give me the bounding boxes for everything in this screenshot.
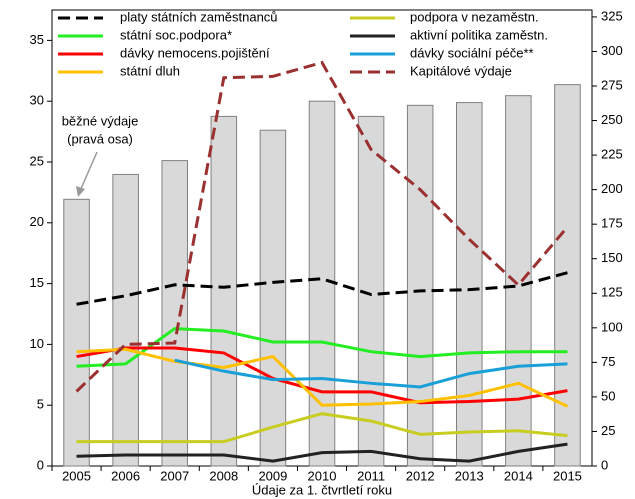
- bar: [210, 115, 238, 467]
- bar: [259, 129, 287, 467]
- y-tick-label: 30: [30, 93, 44, 108]
- legend-label: státní soc.podpora*: [120, 27, 232, 42]
- y2-tick-label: 175: [601, 216, 623, 231]
- x-tick-label: 2007: [160, 468, 189, 483]
- x-tick-label: 2013: [455, 468, 484, 483]
- x-axis-label: Údaje za 1. čtvrtletí roku: [252, 482, 392, 497]
- y2-tick-label: 0: [601, 457, 608, 472]
- y-tick-label: 5: [37, 397, 44, 412]
- bar: [505, 95, 532, 467]
- series-line: [174, 358, 568, 389]
- bar: [161, 160, 188, 467]
- bar: [63, 198, 90, 467]
- legend-label: Kapitálové výdaje: [410, 63, 512, 78]
- series-line: [76, 412, 568, 444]
- series-line: [76, 346, 568, 405]
- series-line: [75, 60, 569, 393]
- annotation-arrow: [79, 151, 98, 192]
- y2-tick-label: 50: [601, 388, 615, 403]
- series-line: [76, 347, 569, 408]
- x-tick-label: 2010: [308, 468, 337, 483]
- y-tick-label: 10: [30, 336, 44, 351]
- y-tick-label: 25: [30, 153, 44, 168]
- y2-tick-label: 300: [601, 43, 623, 58]
- y-tick-label: 0: [37, 457, 44, 472]
- x-tick-label: 2012: [406, 468, 435, 483]
- x-tick-label: 2009: [258, 468, 287, 483]
- y-tick-label: 20: [30, 214, 44, 229]
- bar: [112, 173, 139, 467]
- y2-tick-label: 100: [601, 319, 623, 334]
- series-line: [76, 327, 568, 368]
- legend-label: aktivní politika zaměstn.: [410, 27, 548, 42]
- legend-label: platy státních zaměstnanců: [120, 9, 278, 24]
- bar: [406, 104, 434, 467]
- y2-tick-label: 325: [601, 8, 623, 23]
- legend-label: dávky sociální péče**: [410, 45, 534, 60]
- y2-tick-label: 150: [601, 250, 623, 265]
- legend-label: státní dluh: [120, 63, 180, 78]
- legend-label: podpora v nezaměstn.: [410, 9, 539, 24]
- x-tick-label: 2011: [357, 468, 385, 483]
- y-tick-label: 35: [30, 32, 44, 47]
- x-tick-label: 2014: [504, 468, 533, 483]
- x-tick-label: 2015: [553, 468, 582, 483]
- y2-tick-label: 25: [601, 423, 615, 438]
- y2-tick-label: 225: [601, 147, 623, 162]
- x-tick-label: 2005: [62, 468, 91, 483]
- x-tick-label: 2008: [209, 468, 238, 483]
- x-tick-label: 2006: [111, 468, 140, 483]
- y2-tick-label: 75: [601, 354, 615, 369]
- y2-tick-label: 200: [601, 181, 623, 196]
- y2-tick-label: 275: [601, 77, 623, 92]
- legend-label: dávky nemocens.pojištění: [120, 45, 270, 60]
- annotation: běžné výdaje: [62, 113, 139, 128]
- bar: [308, 100, 336, 467]
- series-line: [76, 271, 568, 306]
- annotation-arrowhead: [76, 186, 85, 197]
- y2-tick-label: 250: [601, 112, 623, 127]
- y-tick-label: 15: [30, 275, 44, 290]
- bar: [456, 102, 483, 467]
- y2-tick-label: 125: [601, 285, 623, 300]
- annotation: (pravá osa): [67, 131, 133, 146]
- series-line: [76, 442, 568, 463]
